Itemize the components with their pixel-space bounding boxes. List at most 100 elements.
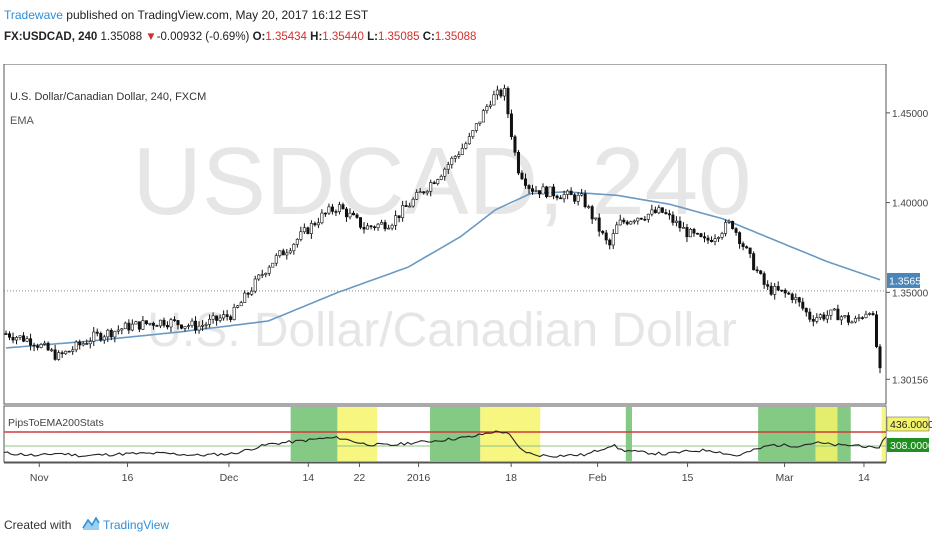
indicator-zone [337, 407, 378, 461]
candle-body [745, 246, 749, 249]
x-tick-label: 14 [858, 472, 870, 484]
candle-body [215, 315, 219, 321]
candle-body [172, 319, 176, 321]
candle-body [264, 272, 268, 275]
candle-body [32, 344, 36, 347]
candle-body [36, 345, 40, 348]
x-tick-label: Feb [589, 472, 607, 484]
candle-body [236, 305, 240, 308]
candle-body [15, 337, 19, 341]
candle-body [158, 319, 162, 327]
candle-body [415, 192, 419, 200]
candle-body [390, 224, 394, 229]
candle-body [88, 341, 92, 345]
candle-body [552, 186, 556, 197]
lower-level-label: 308.0000 [890, 440, 932, 452]
candle-body [702, 236, 706, 239]
candle-body [681, 227, 685, 229]
candle-body [432, 182, 436, 185]
candle-body [734, 228, 738, 233]
ema-price-tag-label: 1.35656 [889, 275, 927, 287]
candle-body [211, 315, 215, 320]
publish-line: Tradewave published on TradingView.com, … [4, 8, 368, 22]
candle-body [566, 190, 570, 195]
candle-body [576, 194, 580, 202]
created-with-text: Created with [4, 518, 72, 532]
close-value: 1.35088 [434, 31, 477, 43]
candle-body [748, 247, 752, 254]
candle-body [538, 190, 542, 195]
candle-body [204, 324, 208, 326]
candle-body [825, 315, 829, 320]
candle-body [71, 349, 75, 352]
candle-body [692, 229, 696, 234]
candle-body [337, 204, 341, 212]
candle-body [839, 316, 843, 321]
candle-body [724, 222, 728, 234]
candle-body [53, 349, 57, 360]
time-axis[interactable]: Nov 16 Dec 14 22 2016 18 Feb 15 Mar 14 [30, 463, 870, 484]
candle-body [271, 262, 275, 268]
candle-body [864, 313, 868, 318]
candle-body [509, 113, 513, 137]
tradingview-brand-link[interactable]: TradingView [103, 518, 170, 532]
candle-body [457, 154, 461, 157]
candle-body [671, 214, 675, 223]
candle-body [492, 94, 496, 106]
candle-body [727, 220, 731, 223]
candle-body [250, 290, 254, 295]
candle-body [201, 325, 205, 327]
candle-body [685, 227, 689, 238]
candle-body [102, 336, 106, 341]
candle-body [373, 226, 377, 229]
candle-body [664, 212, 668, 214]
candle-body [253, 278, 257, 292]
candle-body [422, 191, 426, 194]
y-tick-label: 1.45000 [892, 109, 929, 120]
low-value: 1.35085 [377, 31, 420, 43]
candle-body [829, 309, 833, 316]
candle-body [67, 350, 71, 353]
candle-body [762, 273, 766, 285]
tradingview-logo-icon[interactable] [82, 514, 100, 534]
candle-body [587, 206, 591, 208]
upper-level-label: 436.0000 [890, 419, 932, 431]
publisher-link[interactable]: Tradewave [4, 8, 63, 22]
candle-body [285, 252, 289, 256]
candle-body [541, 186, 545, 195]
candle-body [811, 319, 815, 322]
candle-body [401, 205, 405, 219]
candle-body [699, 233, 703, 237]
candle-body [320, 212, 324, 224]
candle-body [306, 227, 310, 234]
candle-body [113, 330, 117, 338]
candle-body [106, 329, 110, 338]
candle-body [425, 190, 429, 194]
candle-body [520, 172, 524, 180]
candle-body [853, 318, 857, 323]
price-axis[interactable]: 1.45000 1.40000 1.35000 1.30156 [886, 109, 929, 386]
candle-body [232, 307, 236, 320]
candle-body [738, 232, 742, 244]
ema-price-tag [887, 272, 920, 288]
candle-body [667, 213, 671, 216]
candle-body [759, 270, 763, 274]
candle-body [597, 217, 601, 232]
price-chart[interactable]: USDCAD, 240 U.S. Dollar/Canadian Dollar … [0, 64, 932, 504]
x-tick-label: 16 [122, 472, 134, 484]
candle-body [488, 104, 492, 107]
candle-body [387, 227, 391, 230]
candle-body [281, 250, 285, 256]
candle-body [580, 193, 584, 196]
candle-body [299, 231, 303, 240]
candle-body [176, 320, 180, 326]
candle-body [194, 320, 198, 331]
candle-body [622, 219, 626, 223]
candle-body [678, 220, 682, 229]
candle-body [608, 239, 612, 246]
candle-body [601, 230, 605, 234]
candle-body [278, 250, 282, 256]
candle-body [43, 342, 47, 345]
candle-body [60, 352, 64, 355]
candle-body [860, 317, 864, 319]
